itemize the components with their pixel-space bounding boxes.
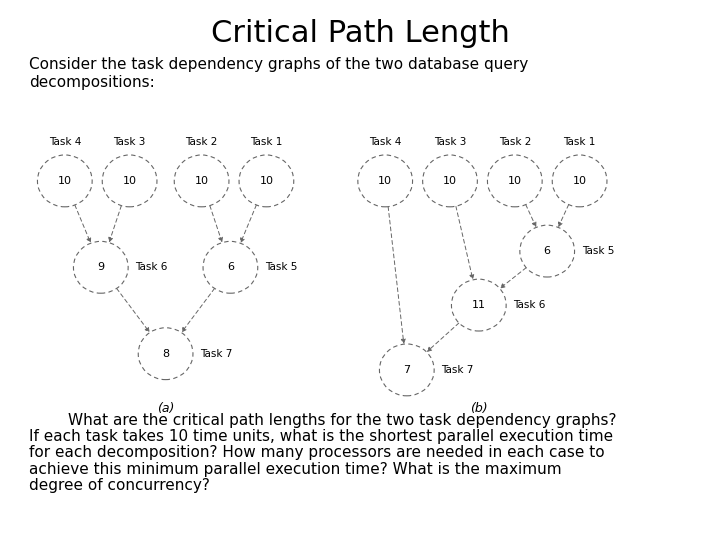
Text: Task 3: Task 3 bbox=[434, 137, 466, 147]
Ellipse shape bbox=[487, 155, 542, 207]
Text: 10: 10 bbox=[572, 176, 587, 186]
Text: 10: 10 bbox=[378, 176, 392, 186]
Text: Critical Path Length: Critical Path Length bbox=[210, 19, 510, 48]
Text: (b): (b) bbox=[470, 402, 487, 415]
Ellipse shape bbox=[451, 279, 506, 331]
Text: Task 2: Task 2 bbox=[499, 137, 531, 147]
Ellipse shape bbox=[358, 155, 413, 207]
Text: 10: 10 bbox=[122, 176, 137, 186]
Text: Task 5: Task 5 bbox=[582, 246, 614, 256]
Ellipse shape bbox=[37, 155, 92, 207]
Text: (a): (a) bbox=[157, 402, 174, 415]
Text: Task 6: Task 6 bbox=[135, 262, 168, 272]
Text: Task 2: Task 2 bbox=[186, 137, 217, 147]
Ellipse shape bbox=[174, 155, 229, 207]
Text: Task 5: Task 5 bbox=[265, 262, 297, 272]
Text: 8: 8 bbox=[162, 349, 169, 359]
Text: achieve this minimum parallel execution time? What is the maximum: achieve this minimum parallel execution … bbox=[29, 462, 562, 477]
Text: Task 1: Task 1 bbox=[564, 137, 595, 147]
Text: What are the critical path lengths for the two task dependency graphs?: What are the critical path lengths for t… bbox=[29, 413, 616, 428]
Text: for each decomposition? How many processors are needed in each case to: for each decomposition? How many process… bbox=[29, 446, 604, 461]
Text: 7: 7 bbox=[403, 365, 410, 375]
Text: Task 7: Task 7 bbox=[441, 365, 474, 375]
Text: 10: 10 bbox=[259, 176, 274, 186]
Ellipse shape bbox=[73, 241, 128, 293]
Text: Task 4: Task 4 bbox=[49, 137, 81, 147]
Text: 10: 10 bbox=[194, 176, 209, 186]
Text: 10: 10 bbox=[58, 176, 72, 186]
Ellipse shape bbox=[138, 328, 193, 380]
Text: Consider the task dependency graphs of the two database query: Consider the task dependency graphs of t… bbox=[29, 57, 528, 72]
Text: If each task takes 10 time units, what is the shortest parallel execution time: If each task takes 10 time units, what i… bbox=[29, 429, 613, 444]
Ellipse shape bbox=[203, 241, 258, 293]
Text: Task 6: Task 6 bbox=[513, 300, 546, 310]
Text: 10: 10 bbox=[508, 176, 522, 186]
Text: Task 7: Task 7 bbox=[200, 349, 233, 359]
Text: Task 4: Task 4 bbox=[369, 137, 401, 147]
Ellipse shape bbox=[552, 155, 607, 207]
Text: degree of concurrency?: degree of concurrency? bbox=[29, 478, 210, 493]
Text: Task 1: Task 1 bbox=[251, 137, 282, 147]
Text: 10: 10 bbox=[443, 176, 457, 186]
Ellipse shape bbox=[102, 155, 157, 207]
Ellipse shape bbox=[423, 155, 477, 207]
Text: decompositions:: decompositions: bbox=[29, 75, 155, 90]
Text: 6: 6 bbox=[544, 246, 551, 256]
Text: 9: 9 bbox=[97, 262, 104, 272]
Ellipse shape bbox=[520, 225, 575, 277]
Text: 11: 11 bbox=[472, 300, 486, 310]
Ellipse shape bbox=[379, 344, 434, 396]
Text: 6: 6 bbox=[227, 262, 234, 272]
Ellipse shape bbox=[239, 155, 294, 207]
Text: Task 3: Task 3 bbox=[114, 137, 145, 147]
